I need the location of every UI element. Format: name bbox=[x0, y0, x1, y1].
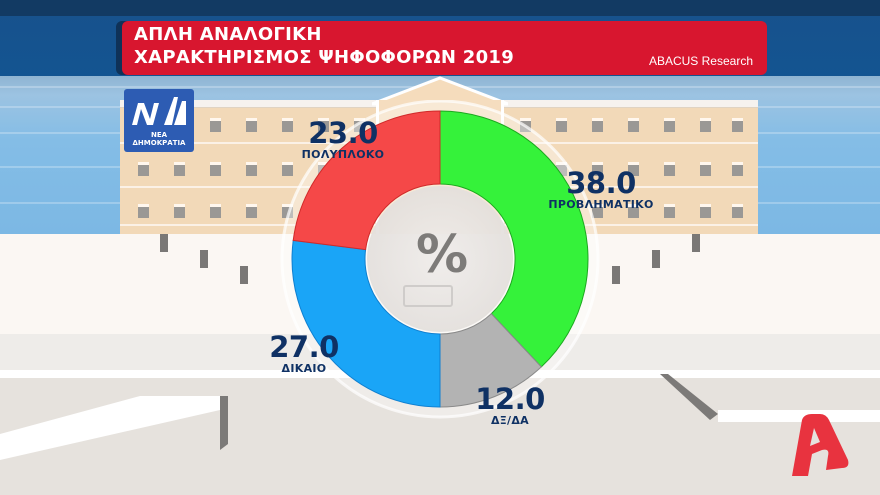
percent-symbol: % bbox=[416, 225, 468, 285]
label-dikaio: 27.0 ΔΙΚΑΙΟ bbox=[269, 330, 339, 375]
label-polyploko: 23.0 ΠΟΛΥΠΛΟΚΟ bbox=[301, 116, 385, 161]
party-logo-caption: ΝΕΑ ΔΗΜΟΚΡΑΤΙΑ bbox=[132, 131, 186, 147]
title-line-1: ΑΠΛΗ ΑΝΑΛΟΓΙΚΗ bbox=[134, 24, 322, 45]
floor-wedges bbox=[0, 374, 880, 460]
label-dx-da: 12.0 ΔΞ/ΔΑ bbox=[475, 382, 545, 427]
title-banner: ΑΠΛΗ ΑΝΑΛΟΓΙΚΗ ΧΑΡΑΚΤΗΡΙΣΜΟΣ ΨΗΦΟΦΟΡΩΝ 2… bbox=[122, 21, 767, 75]
title-line-2: ΧΑΡΑΚΤΗΡΙΣΜΟΣ ΨΗΦΟΦΟΡΩΝ 2019 bbox=[134, 47, 515, 68]
nea-dimokratia-logo: ΝΕΑ ΔΗΜΟΚΡΑΤΙΑ bbox=[124, 89, 194, 152]
nd-emblem-icon bbox=[132, 97, 186, 125]
label-problematiko: 38.0 ΠΡΟΒΛΗΜΑΤΙΚΟ bbox=[548, 166, 654, 211]
slice-dikaio bbox=[291, 239, 441, 408]
alpha-tv-logo-icon bbox=[792, 414, 849, 476]
donut-chart: % bbox=[280, 100, 600, 419]
background-top-band bbox=[0, 0, 880, 16]
slice-problematiko bbox=[439, 110, 589, 368]
source-label: ABACUS Research bbox=[648, 54, 753, 68]
slice-polyploko bbox=[292, 110, 441, 251]
